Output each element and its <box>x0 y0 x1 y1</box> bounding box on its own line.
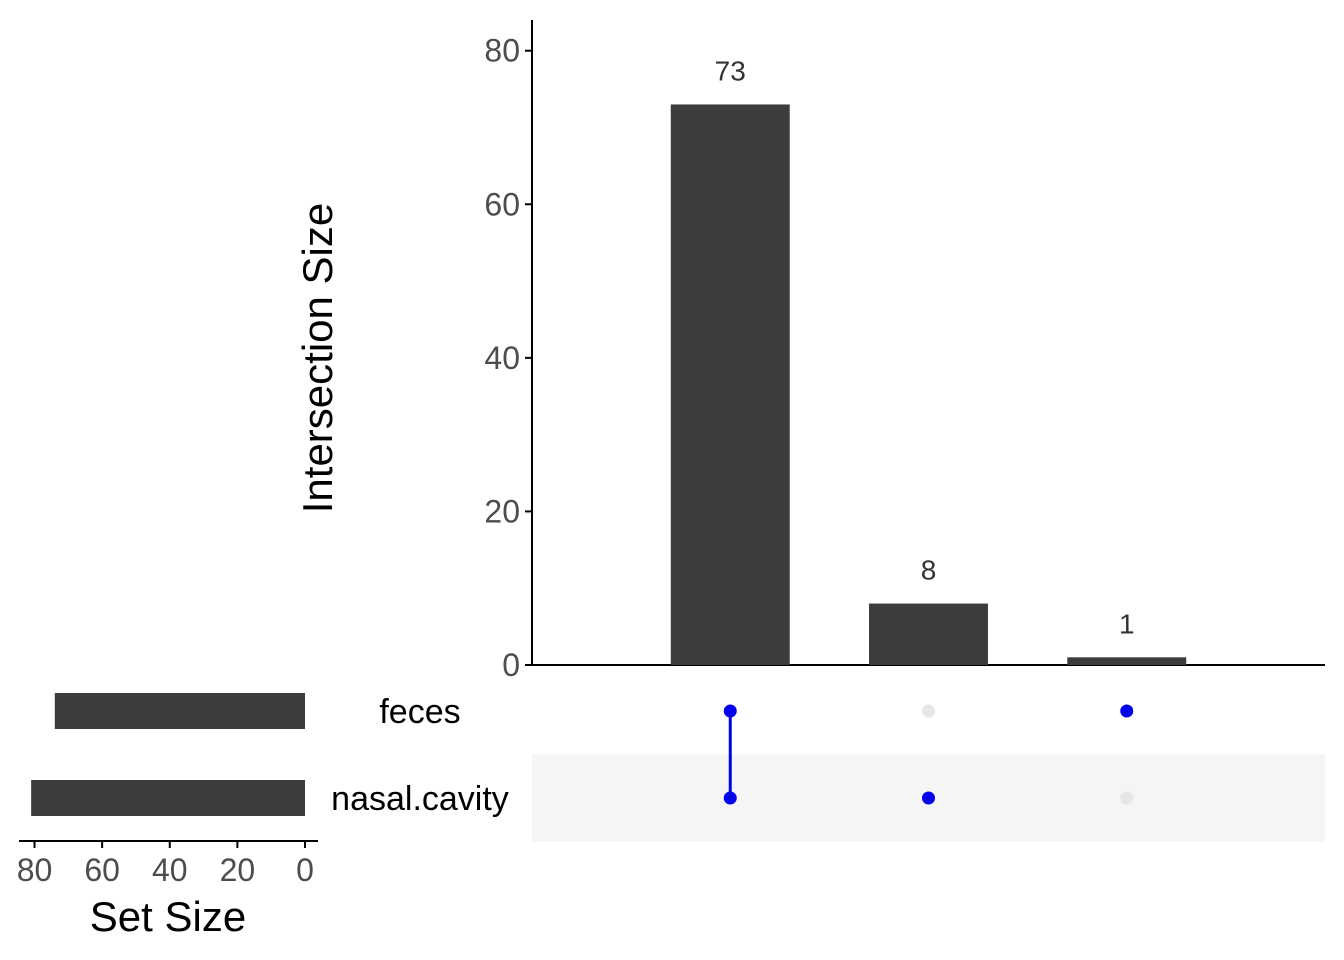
set-size-tick-label: 0 <box>296 852 314 888</box>
y-tick-label: 0 <box>502 647 520 683</box>
intersection-matrix <box>723 704 1134 805</box>
matrix-dot-inactive <box>1120 791 1134 805</box>
intersection-bars: 73 8 1 <box>670 55 1187 665</box>
set-label: nasal.cavity <box>331 780 509 818</box>
set-size-axis: 80 60 40 20 0 <box>17 840 318 888</box>
set-size-tick-label: 60 <box>84 852 120 888</box>
y-tick-label: 60 <box>484 186 520 222</box>
intersection-size-axis-title: Intersection Size <box>294 203 341 514</box>
set-size-tick-label: 20 <box>220 852 256 888</box>
matrix-dot-active <box>1120 704 1134 718</box>
set-size-tick-label: 80 <box>17 852 53 888</box>
intersection-bar <box>869 603 988 665</box>
y-tick-label: 20 <box>484 493 520 529</box>
intersection-bar-label: 1 <box>1119 608 1135 639</box>
matrix-dot-active <box>922 791 935 805</box>
matrix-dot-active <box>723 791 737 805</box>
set-size-tick-label: 40 <box>152 852 188 888</box>
matrix-dot-active <box>723 704 737 718</box>
set-size-bar <box>31 780 306 816</box>
y-tick-label: 40 <box>484 340 520 376</box>
set-size-axis-title: Set Size <box>90 893 246 940</box>
set-labels: feces nasal.cavity <box>331 693 509 818</box>
intersection-bar <box>1067 657 1187 665</box>
set-size-bars <box>31 693 306 816</box>
intersection-bar <box>670 104 790 665</box>
set-label: feces <box>379 693 460 731</box>
intersection-size-axis: 0 20 40 60 80 <box>484 20 1325 683</box>
intersection-bar-label: 73 <box>715 55 746 86</box>
set-size-bar <box>54 693 305 729</box>
y-tick-label: 80 <box>484 33 520 69</box>
matrix-dot-inactive <box>922 704 935 718</box>
intersection-bar-label: 8 <box>921 555 937 586</box>
